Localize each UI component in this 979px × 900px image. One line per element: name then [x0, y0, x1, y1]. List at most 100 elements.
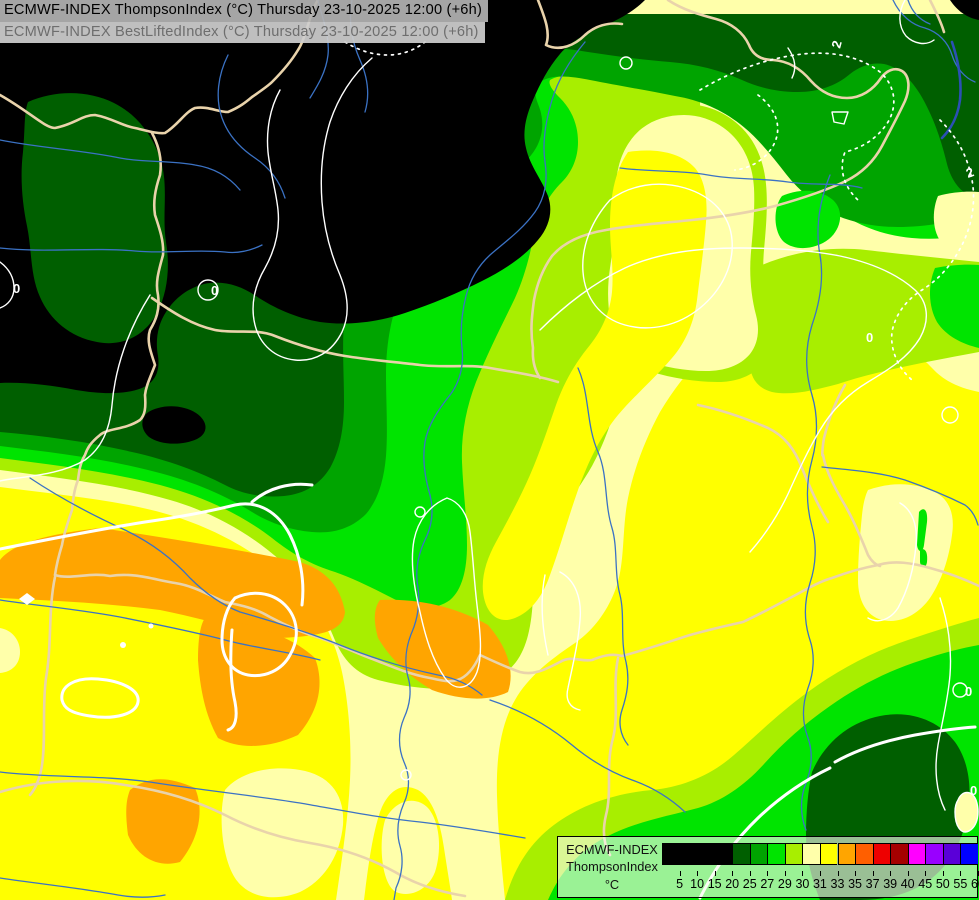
contour-white-thick — [250, 482, 314, 504]
border-line — [53, 561, 979, 683]
contour-white — [831, 111, 849, 125]
contour-white — [411, 497, 482, 688]
region-orange-lobe2 — [198, 618, 320, 746]
region-orange-sw — [126, 779, 200, 864]
river — [619, 167, 863, 189]
legend-tick — [679, 871, 681, 876]
river — [800, 174, 831, 831]
contour-ring — [952, 682, 968, 698]
spot-contours — [19, 593, 154, 648]
region-yellow-snake — [482, 150, 707, 620]
region-pale-patch-bc1 — [221, 768, 344, 898]
legend-tick — [907, 871, 909, 876]
legend-text: ECMWF-INDEX ThompsonIndex °C — [564, 841, 660, 893]
legend-color-cell — [697, 843, 715, 865]
contour-dotted — [890, 119, 975, 381]
contour-dotted — [344, 41, 426, 56]
contour-label: 2 — [828, 39, 844, 50]
contour-white-thick — [833, 725, 977, 764]
river — [821, 466, 979, 526]
region-pale-patch-ne — [933, 191, 979, 258]
legend-color-cell — [855, 843, 873, 865]
contour-label: 0 — [211, 283, 218, 298]
contour-white — [899, 0, 935, 45]
legend-tick — [714, 871, 716, 876]
contour-white — [0, 261, 15, 309]
border-line — [821, 383, 882, 568]
legend-tick — [855, 871, 857, 876]
legend-tick — [890, 871, 892, 876]
region-green-sliver-2 — [920, 549, 928, 568]
legend-color-cell — [784, 843, 803, 865]
legend-unit: °C — [604, 876, 620, 892]
legend-tick-label: 50 — [935, 877, 950, 891]
legend-tick-label: 33 — [830, 877, 845, 891]
legend-tick-label: 35 — [848, 877, 862, 891]
lifted-index-contours — [0, 0, 979, 833]
river-major — [940, 40, 962, 140]
legend-tick — [749, 871, 751, 876]
border-line — [150, 296, 560, 384]
region-green-sliver-1 — [917, 509, 928, 551]
river — [907, 0, 931, 25]
legend-color-cell — [907, 843, 926, 865]
rivers-dark — [940, 40, 962, 140]
lifted-index-contours-dotted — [344, 41, 975, 381]
legend-color-cell — [925, 843, 943, 865]
contour-white — [787, 47, 796, 79]
legend-color-cell — [960, 843, 978, 865]
legend-color-cell — [679, 843, 698, 865]
contour-white — [0, 294, 151, 482]
legend-tick — [819, 871, 821, 876]
legend-tick — [960, 871, 962, 876]
contour-ring — [619, 56, 633, 70]
legend-tick-label: 27 — [760, 877, 775, 891]
legend-color-cell — [732, 843, 750, 865]
contour-label: 0 — [866, 330, 873, 345]
river — [489, 699, 686, 813]
spot — [120, 642, 126, 648]
legend-tick-label: 25 — [742, 877, 757, 891]
river — [393, 41, 586, 900]
contour-white — [541, 574, 549, 656]
legend-parameter: ThompsonIndex — [566, 859, 658, 875]
contour-label: 0 — [13, 281, 20, 296]
legend-color-cell — [662, 843, 680, 865]
contour-white — [582, 183, 733, 329]
legend-tick-label: 10 — [690, 877, 705, 891]
legend-tick-label: 45 — [918, 877, 933, 891]
contour-labels: 0 0 2 2 0 0 0 — [13, 39, 977, 798]
river — [29, 477, 483, 696]
contour-ring — [941, 406, 959, 424]
contour-white-thick — [220, 591, 298, 678]
contour-white — [252, 57, 373, 361]
border-line — [0, 0, 320, 135]
region-pale-hole-se — [955, 792, 978, 832]
border-line — [28, 575, 57, 797]
legend-tick-label: 37 — [865, 877, 880, 891]
legend-tick-label: 20 — [725, 877, 740, 891]
river — [0, 244, 263, 254]
legend-tick — [784, 871, 786, 876]
legend-box: ECMWF-INDEX ThompsonIndex °C 5 10 15 20 25 27… — [557, 836, 979, 898]
region-black-blob-small — [142, 406, 206, 444]
legend-tick-label: 40 — [900, 877, 915, 891]
legend-color-cell — [837, 843, 856, 865]
legend-color-cell — [767, 843, 785, 865]
contour-white — [559, 571, 582, 711]
border-line — [536, 0, 624, 50]
title-box: ECMWF-INDEX ThompsonIndex (°C) Thursday … — [0, 0, 489, 44]
river — [892, 0, 976, 83]
region-pale-patch-bc2 — [381, 800, 440, 894]
contour-label: 0 — [970, 783, 977, 798]
legend-tick — [697, 871, 699, 876]
legend-tick-label: 39 — [883, 877, 898, 891]
river — [577, 367, 629, 746]
border-line — [696, 403, 830, 524]
contour-white — [867, 502, 918, 622]
legend-color-cell — [714, 843, 733, 865]
legend-color-cell — [749, 843, 768, 865]
contour-ring — [400, 769, 412, 781]
